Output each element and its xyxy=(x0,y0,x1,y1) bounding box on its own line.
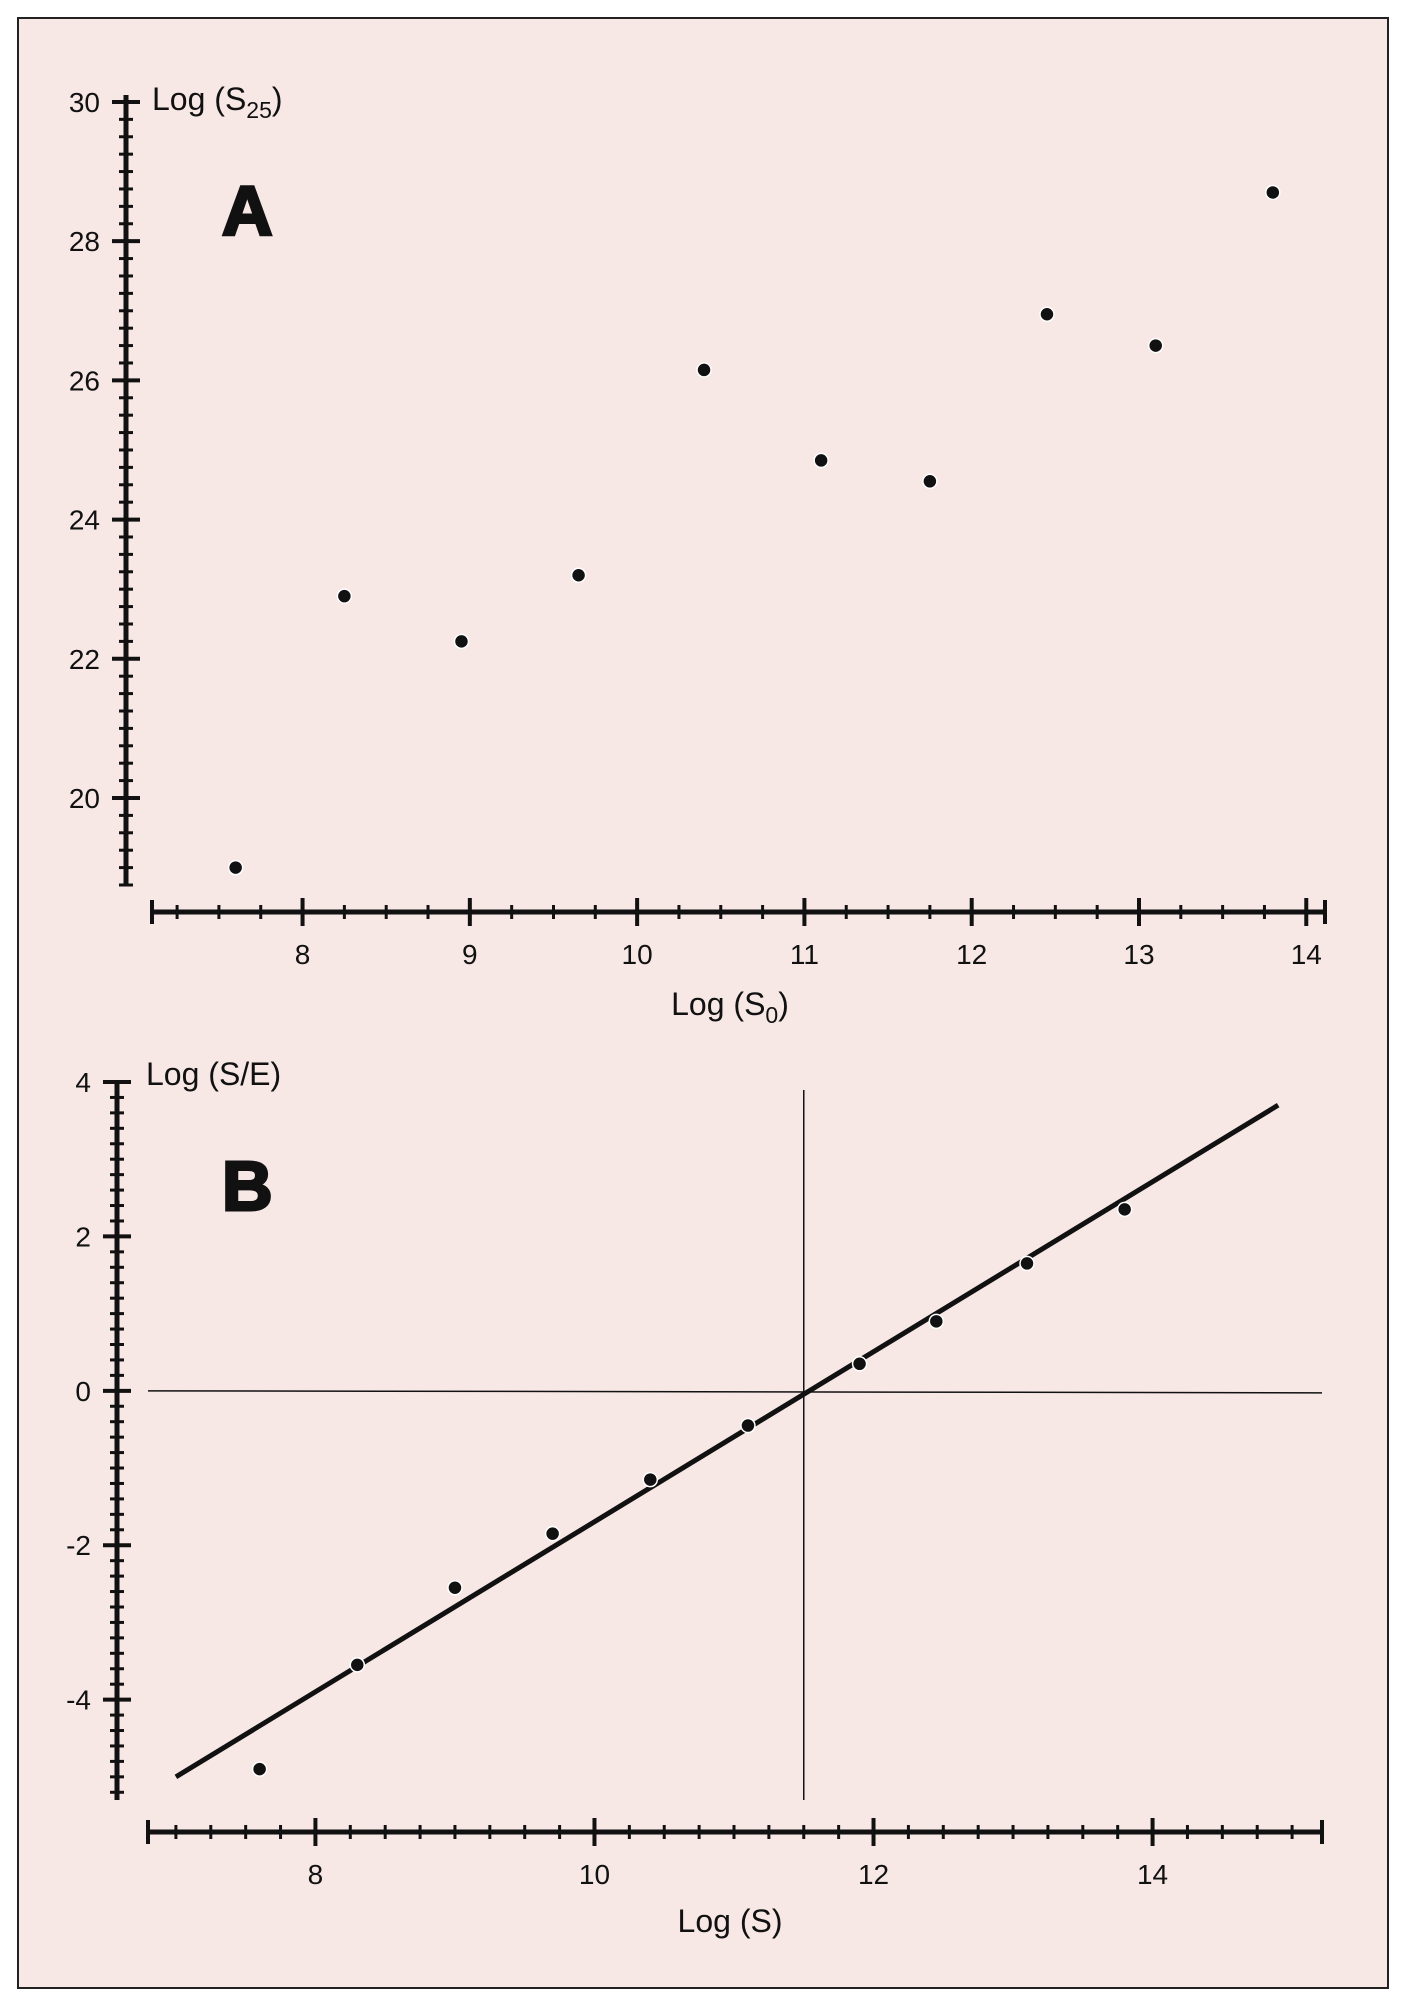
panel-b-x-tick-label: 12 xyxy=(858,1859,889,1890)
panel-a-data-point xyxy=(1147,337,1164,354)
panel-b-y-tick-label: 4 xyxy=(75,1067,91,1098)
panel-a-x-tick-label: 12 xyxy=(956,939,987,970)
panel-a-y-axis-label: Log (S25) xyxy=(152,81,283,123)
panel-b-data-point xyxy=(1116,1201,1133,1218)
panel-a-y-tick-label: 26 xyxy=(69,365,100,396)
panel-b-data-point xyxy=(642,1471,659,1488)
panel-b-y-tick-label: -2 xyxy=(66,1530,91,1561)
panel-a-data-point xyxy=(813,452,829,469)
panel-b-data-point xyxy=(251,1761,268,1777)
panel-a-data-point xyxy=(453,633,470,650)
panel-a-data-point xyxy=(336,588,353,604)
panel-a-x-tick-label: 9 xyxy=(462,939,478,970)
panel-a-x-tick-label: 8 xyxy=(295,939,311,970)
panel-b-data-point xyxy=(349,1657,366,1673)
panel-b-y-tick-label: 0 xyxy=(75,1376,91,1407)
panel-a-x-tick-label: 13 xyxy=(1123,939,1154,970)
panel-a-y-tick-label: 20 xyxy=(69,783,100,814)
panel-a-x-tick-label: 10 xyxy=(622,939,653,970)
panel-a-data-point xyxy=(570,567,587,584)
panel-a-y-tick-label: 24 xyxy=(69,505,100,536)
panel-b-letter: B xyxy=(222,1147,273,1225)
panel-a-letter: A xyxy=(222,172,273,250)
panel-a-y-tick-label: 22 xyxy=(69,644,100,675)
panel-a-y-tick-label: 28 xyxy=(69,226,100,257)
panel-b-data-point xyxy=(1019,1255,1035,1272)
panel-a-x-tick-label: 14 xyxy=(1291,939,1322,970)
panel-b-x-tick-label: 14 xyxy=(1137,1859,1168,1890)
panel-a-data-point xyxy=(922,473,938,490)
panel-b-data-point xyxy=(851,1356,868,1372)
panel-b-y-tick-label: -4 xyxy=(66,1685,91,1716)
panel-b-x-axis-label: Log (S) xyxy=(678,1903,783,1939)
panel-b-zero-line xyxy=(147,1390,1323,1394)
panel-b-data-point xyxy=(544,1525,561,1542)
panel-b-y-axis-label: Log (S/E) xyxy=(146,1056,281,1092)
panel-b-data-point xyxy=(740,1417,756,1434)
panel-a-data-point xyxy=(1265,184,1281,201)
panel-a-x-tick-label: 11 xyxy=(790,939,819,970)
panel-a-data-point xyxy=(696,362,712,378)
panel-a-y-tick-label: 30 xyxy=(69,87,100,118)
panel-b-x-tick-label: 10 xyxy=(579,1859,610,1890)
panel-a-data-point xyxy=(1039,306,1055,323)
panel-b-y-tick-label: 2 xyxy=(75,1221,91,1252)
panel-b: -4 -2 0 2 4 8 10 12 14 Log (S) Log (S/E) B xyxy=(66,1056,1324,1939)
panel-b-x-tick-label: 8 xyxy=(308,1859,324,1890)
panel-a-data-point xyxy=(227,859,244,876)
panel-b-data-point xyxy=(447,1579,463,1596)
panel-b-data-point xyxy=(928,1313,945,1330)
